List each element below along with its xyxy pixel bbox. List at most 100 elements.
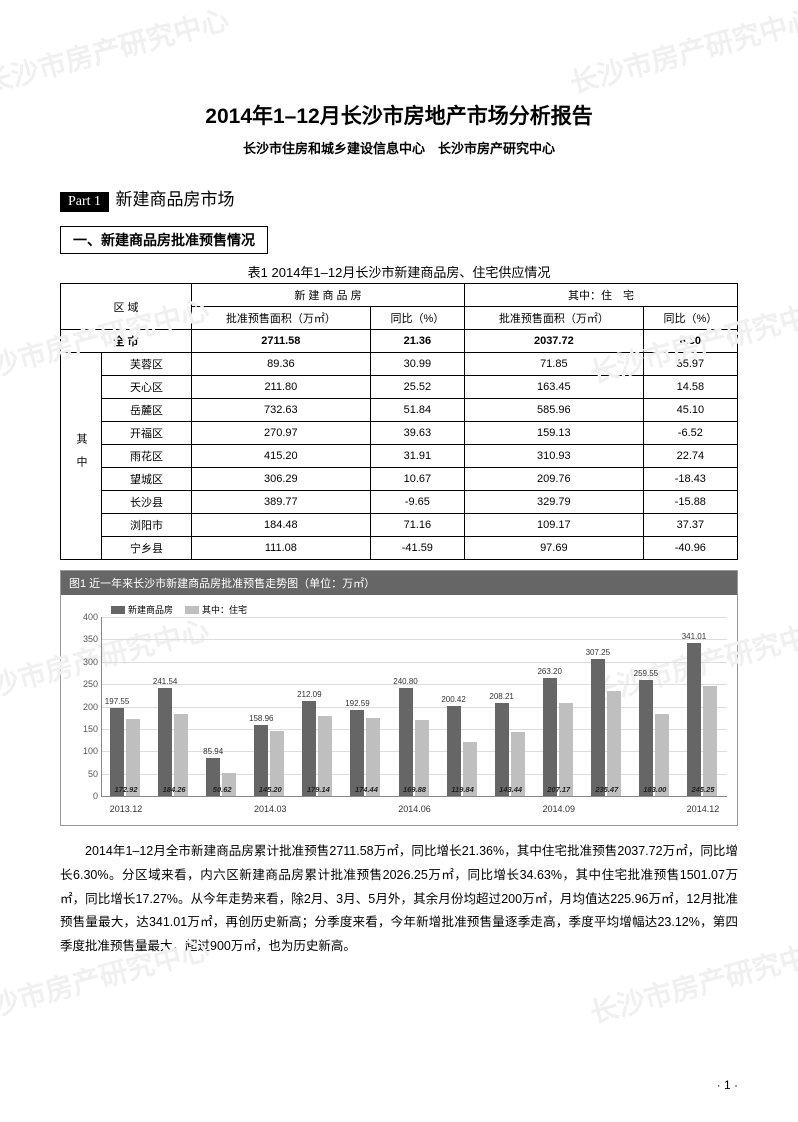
cell-v3: 159.13 — [464, 422, 643, 445]
bar-s1 — [399, 688, 413, 796]
table-row: 天心区211.8025.52163.4514.58 — [61, 376, 738, 399]
supply-table: 区 域 新 建 商 品 房 其中：住 宅 批准预售面积（万㎡） 同比（%） 批准… — [60, 283, 738, 560]
bar-value-label: 174.44 — [346, 785, 386, 794]
chart-body: 新建商品房 其中：住宅 050100150200250300350400197.… — [61, 595, 737, 825]
bar-s2 — [703, 686, 717, 796]
cell-v2: 51.84 — [370, 399, 464, 422]
legend-label: 新建商品房 — [128, 603, 173, 616]
chart-legend: 新建商品房 其中：住宅 — [111, 603, 247, 616]
cell-v1: 211.80 — [192, 376, 371, 399]
bar-s1 — [639, 680, 653, 796]
bar-value-label: 245.25 — [683, 785, 723, 794]
xtick-label: 2013.12 — [110, 804, 143, 814]
bar-value-label: 208.21 — [482, 692, 522, 701]
bar-value-label: 307.25 — [578, 648, 618, 657]
cell-v2: 39.63 — [370, 422, 464, 445]
bar-value-label: 341.01 — [674, 632, 714, 641]
cell-v4: 37.37 — [643, 514, 737, 537]
cell-v1: 184.48 — [192, 514, 371, 537]
legend-swatch-s1 — [111, 606, 125, 614]
cell-v2: 30.99 — [370, 353, 464, 376]
table-row: 浏阳市184.4871.16109.1737.37 — [61, 514, 738, 537]
bar-value-label: 192.59 — [337, 699, 377, 708]
bar-s1 — [110, 708, 124, 796]
col-group2: 其中：住 宅 — [464, 284, 737, 307]
bar-s2 — [607, 691, 621, 796]
cell-v4: 45.10 — [643, 399, 737, 422]
cell-v4: -15.88 — [643, 491, 737, 514]
col-group1: 新 建 商 品 房 — [192, 284, 465, 307]
bar-value-label: 235.47 — [587, 785, 627, 794]
bar-s1 — [350, 710, 364, 796]
plot-area: 050100150200250300350400197.55172.922013… — [101, 617, 727, 797]
xtick-label: 2014.03 — [254, 804, 287, 814]
cell-name: 望城区 — [102, 468, 192, 491]
table-row: 其中 芙蓉区 89.36 30.99 71.85 35.97 — [61, 353, 738, 376]
cell-name: 长沙县 — [102, 491, 192, 514]
bar-value-label: 212.09 — [289, 690, 329, 699]
section-heading: 一、新建商品房批准预售情况 — [60, 226, 268, 254]
part-text: 新建商品房市场 — [116, 190, 235, 209]
col-area1: 批准预售面积（万㎡） — [192, 307, 371, 330]
ytick-label: 200 — [72, 702, 98, 712]
ytick-label: 0 — [72, 791, 98, 801]
cell-v1: 111.08 — [192, 537, 371, 560]
cell-name: 开福区 — [102, 422, 192, 445]
bar-value-label: 183.00 — [635, 785, 675, 794]
gridline — [102, 707, 727, 708]
cell-v4: 6.30 — [643, 330, 737, 353]
cell-v4: 22.74 — [643, 445, 737, 468]
cell-v3: 109.17 — [464, 514, 643, 537]
legend-label: 其中：住宅 — [202, 603, 247, 616]
col-yoy2: 同比（%） — [643, 307, 737, 330]
table-row: 长沙县389.77-9.65329.79-15.88 — [61, 491, 738, 514]
cell-v1: 270.97 — [192, 422, 371, 445]
legend-swatch-s2 — [185, 606, 199, 614]
bar-value-label: 207.17 — [539, 785, 579, 794]
cell-v2: 25.52 — [370, 376, 464, 399]
gridline — [102, 617, 727, 618]
cell-v2: -9.65 — [370, 491, 464, 514]
part-label: Part 1 — [60, 192, 109, 212]
bar-s1 — [591, 659, 605, 796]
cell-name: 天心区 — [102, 376, 192, 399]
cell-v2: 10.67 — [370, 468, 464, 491]
col-yoy1: 同比（%） — [370, 307, 464, 330]
page-title: 2014年1–12月长沙市房地产市场分析报告 — [60, 100, 738, 130]
bar-value-label: 241.54 — [145, 677, 185, 686]
table-row: 岳麓区732.6351.84585.9645.10 — [61, 399, 738, 422]
side-label: 其中 — [61, 353, 102, 560]
cell-v2: 21.36 — [370, 330, 464, 353]
cell-v1: 306.29 — [192, 468, 371, 491]
bar-s2 — [174, 714, 188, 796]
ytick-label: 400 — [72, 612, 98, 622]
bar-value-label: 197.55 — [97, 697, 137, 706]
bar-value-label: 145.20 — [250, 785, 290, 794]
bar-value-label: 200.42 — [434, 695, 474, 704]
cell-v3: 71.85 — [464, 353, 643, 376]
cell-v3: 209.76 — [464, 468, 643, 491]
bar-value-label: 184.26 — [154, 785, 194, 794]
bar-s1 — [495, 703, 509, 796]
cell-v4: -6.52 — [643, 422, 737, 445]
cell-v3: 2037.72 — [464, 330, 643, 353]
table-row-total: 全 市 2711.58 21.36 2037.72 6.30 — [61, 330, 738, 353]
cell-v1: 89.36 — [192, 353, 371, 376]
part-heading: Part 1 新建商品房市场 — [60, 185, 738, 212]
cell-v1: 415.20 — [192, 445, 371, 468]
cell-v2: 71.16 — [370, 514, 464, 537]
xtick-label: 2014.12 — [687, 804, 720, 814]
cell-v4: 35.97 — [643, 353, 737, 376]
xtick-label: 2014.09 — [542, 804, 575, 814]
cell-v4: -18.43 — [643, 468, 737, 491]
ytick-label: 150 — [72, 724, 98, 734]
watermark: 长沙市房产研究中心 — [565, 0, 798, 102]
bar-value-label: 263.20 — [530, 667, 570, 676]
bar-s2 — [559, 703, 573, 796]
ytick-label: 100 — [72, 746, 98, 756]
page-number: · 1 · — [717, 1078, 738, 1092]
bar-value-label: 169.88 — [395, 785, 435, 794]
bar-value-label: 143.44 — [491, 785, 531, 794]
bar-value-label: 85.94 — [193, 747, 233, 756]
legend-item: 新建商品房 — [111, 603, 173, 616]
